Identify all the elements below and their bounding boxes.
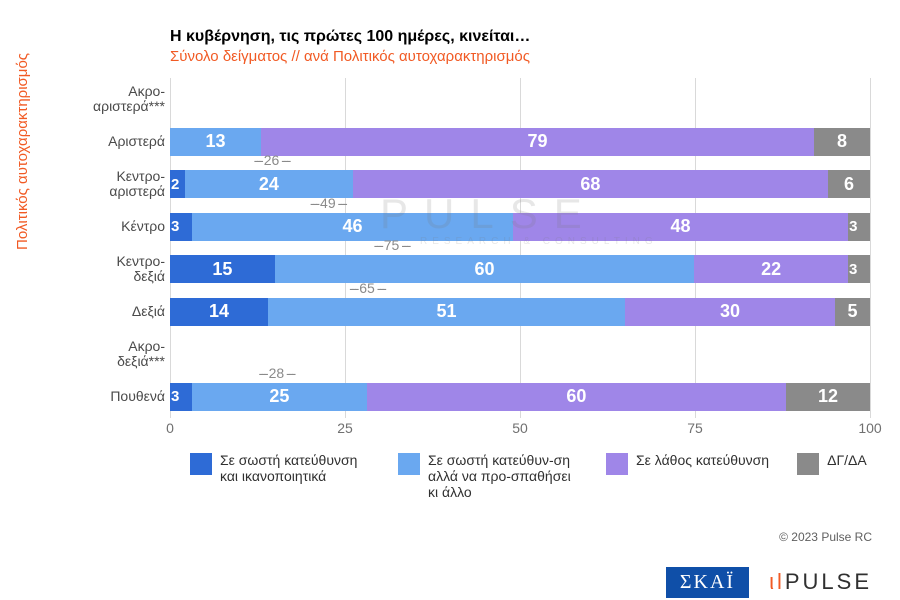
stacked-bar-chart: Ακρο- αριστερά***Αριστερά13798Κεντρο- αρ… xyxy=(170,78,870,418)
category-label: Κεντρο- δεξιά xyxy=(75,254,165,285)
bar: 1451305---65--- xyxy=(170,298,870,326)
category-label: Ακρο- αριστερά*** xyxy=(75,84,165,115)
callout-label: ---49--- xyxy=(310,195,346,211)
legend-swatch xyxy=(797,453,819,475)
pulse-logo: ιlPULSE xyxy=(769,569,872,595)
bar-segment: 12 xyxy=(786,383,870,411)
bar-segment: 30 xyxy=(625,298,835,326)
legend-label: ΔΓ/ΔΑ xyxy=(827,452,867,468)
bar-segment: 51 xyxy=(268,298,625,326)
legend-label: Σε σωστή κατεύθυνση και ικανοποιητικά xyxy=(220,452,370,484)
xtick: 25 xyxy=(337,420,353,436)
bar: 3256012---28--- xyxy=(170,383,870,411)
chart-row: Κεντρο- δεξιά1560223---75--- xyxy=(170,248,870,291)
legend-label: Σε σωστή κατεύθυν-ση αλλά να προ-σπαθήσε… xyxy=(428,452,578,500)
callout-label: ---75--- xyxy=(374,237,410,253)
xtick: 0 xyxy=(166,420,174,436)
bar-segment: 46 xyxy=(192,213,513,241)
category-label: Κέντρο xyxy=(75,219,165,234)
chart-row: Κεντρο- αριστερά224686---26--- xyxy=(170,163,870,206)
legend-item: Σε σωστή κατεύθυνση και ικανοποιητικά xyxy=(190,452,370,484)
xaxis: 0255075100 xyxy=(170,420,870,440)
gridline xyxy=(870,78,871,418)
legend-swatch xyxy=(606,453,628,475)
bar-segment: 13 xyxy=(170,128,261,156)
bar-segment: 22 xyxy=(694,255,848,283)
bar-segment: 60 xyxy=(275,255,694,283)
chart-row: Κέντρο346483---49--- xyxy=(170,206,870,249)
xtick: 75 xyxy=(687,420,703,436)
bar-segment: 2 xyxy=(170,170,185,198)
bar-segment: 6 xyxy=(828,170,870,198)
bar: 346483---49--- xyxy=(170,213,870,241)
bar-segment: 25 xyxy=(192,383,367,411)
legend-swatch xyxy=(398,453,420,475)
category-label: Αριστερά xyxy=(75,134,165,149)
chart-row: Δεξιά1451305---65--- xyxy=(170,291,870,334)
xtick: 50 xyxy=(512,420,528,436)
bar-segment: 60 xyxy=(367,383,786,411)
bar-segment: 3 xyxy=(170,383,192,411)
bar-segment: 14 xyxy=(170,298,268,326)
chart-row: Ακρο- αριστερά*** xyxy=(170,78,870,121)
bar-segment: 15 xyxy=(170,255,275,283)
bar-segment: 8 xyxy=(814,128,870,156)
chart-row: Πουθενά3256012---28--- xyxy=(170,376,870,419)
xtick: 100 xyxy=(858,420,881,436)
chart-titles: Η κυβέρνηση, τις πρώτες 100 ημέρες, κινε… xyxy=(170,28,530,65)
callout-label: ---65--- xyxy=(349,280,385,296)
category-label: Δεξιά xyxy=(75,304,165,319)
legend-item: Σε σωστή κατεύθυν-ση αλλά να προ-σπαθήσε… xyxy=(398,452,578,500)
chart-title: Η κυβέρνηση, τις πρώτες 100 ημέρες, κινε… xyxy=(170,28,530,46)
skai-logo: ΣΚΑΪ xyxy=(666,567,749,598)
bar-segment: 5 xyxy=(835,298,870,326)
category-label: Πουθενά xyxy=(75,389,165,404)
bar: 224686---26--- xyxy=(170,170,870,198)
legend-label: Σε λάθος κατεύθυνση xyxy=(636,452,769,468)
callout-label: ---26--- xyxy=(254,152,290,168)
category-label: Κεντρο- αριστερά xyxy=(75,169,165,200)
bar-segment: 3 xyxy=(170,213,192,241)
footer-logos: ΣΚΑΪ ιlPULSE xyxy=(0,564,900,600)
bar-segment: 48 xyxy=(513,213,848,241)
chart-subtitle: Σύνολο δείγματος // ανά Πολιτικός αυτοχα… xyxy=(170,48,530,65)
legend-swatch xyxy=(190,453,212,475)
copyright: © 2023 Pulse RC xyxy=(779,530,872,544)
legend-item: Σε λάθος κατεύθυνση xyxy=(606,452,769,475)
bar-segment: 3 xyxy=(848,255,870,283)
bar-segment: 79 xyxy=(261,128,814,156)
callout-label: ---28--- xyxy=(259,365,295,381)
category-label: Ακρο- δεξιά*** xyxy=(75,339,165,370)
bar: 1560223---75--- xyxy=(170,255,870,283)
yaxis-label: Πολιτικός αυτοχαρακτηρισμός xyxy=(14,53,31,250)
bar-segment: 68 xyxy=(353,170,828,198)
bar-segment: 3 xyxy=(848,213,870,241)
legend-item: ΔΓ/ΔΑ xyxy=(797,452,867,475)
legend: Σε σωστή κατεύθυνση και ικανοποιητικά Σε … xyxy=(190,452,870,500)
